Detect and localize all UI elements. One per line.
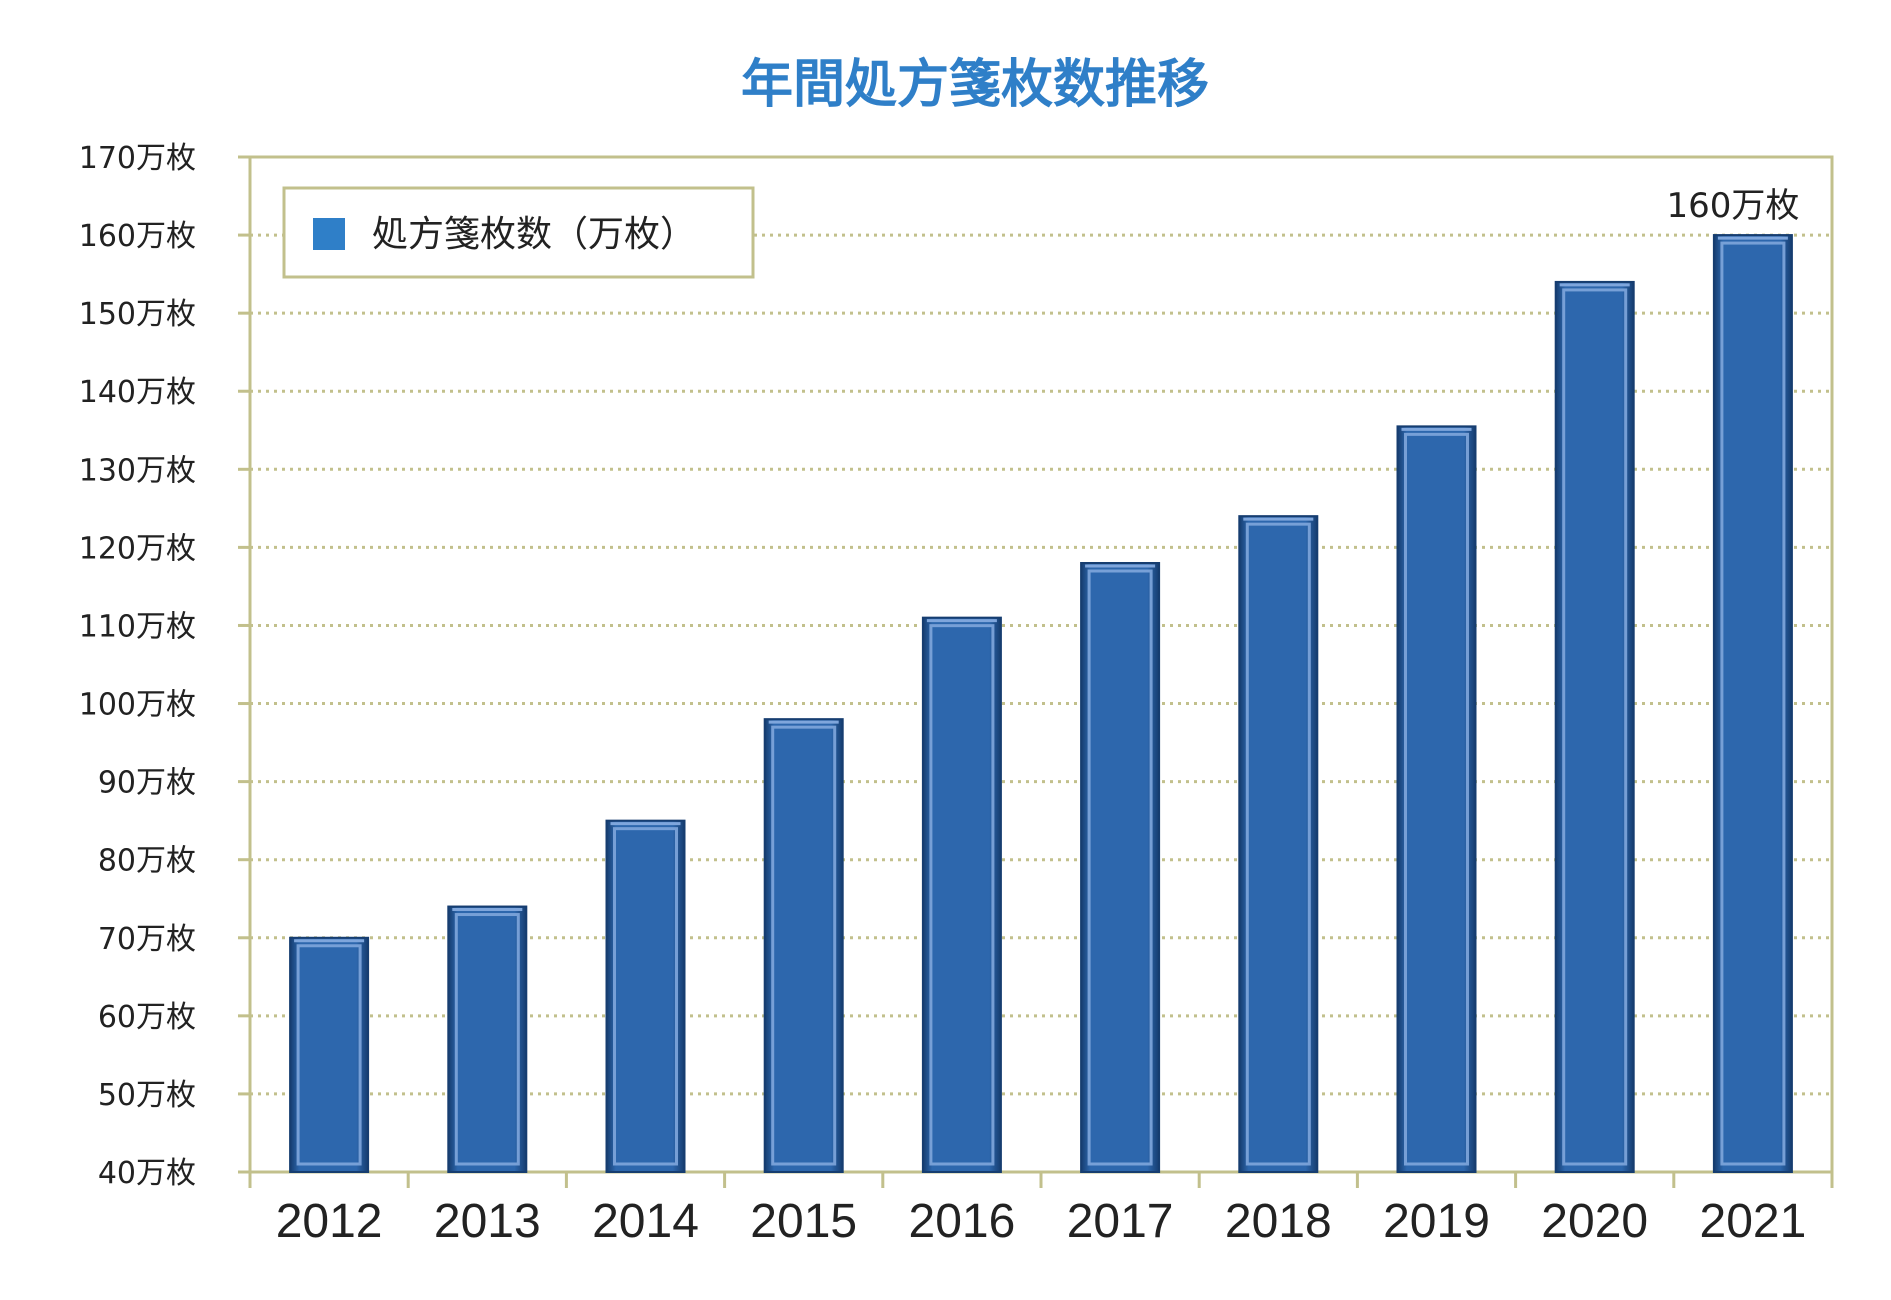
bar	[1554, 280, 1635, 1173]
legend-swatch	[313, 218, 345, 250]
legend-box	[282, 186, 755, 279]
x-tick-label: 2021	[1700, 1195, 1807, 1248]
bar	[763, 718, 844, 1174]
bar-bevel	[929, 624, 995, 1166]
y-axis: 170万枚 160万枚 150万枚 140万枚 130万枚 120万枚 110万枚 100万枚…	[79, 141, 250, 1191]
bar-bevel	[1087, 569, 1153, 1166]
y-tick-label: 90万枚	[98, 766, 196, 801]
y-tick-label: 170万枚	[79, 141, 196, 176]
data-labels: 160万枚	[1666, 186, 1799, 226]
x-tick-label: 2019	[1383, 1195, 1490, 1248]
x-tick-label: 2014	[592, 1195, 699, 1248]
y-tick-label: 130万枚	[79, 453, 196, 488]
y-tick-label: 160万枚	[79, 219, 196, 254]
bar-bevel	[454, 913, 520, 1166]
chart-title: 年間処方箋枚数推移	[741, 55, 1209, 115]
bars	[289, 234, 1793, 1174]
bar	[1396, 425, 1477, 1174]
y-tick-label: 50万枚	[98, 1078, 196, 1113]
bar-2013	[447, 905, 528, 1173]
bar	[447, 905, 528, 1173]
bar	[289, 936, 370, 1173]
x-tick-label: 2012	[276, 1195, 383, 1248]
bar-bevel	[613, 827, 678, 1166]
bar	[605, 819, 686, 1174]
x-axis: 2012 2013 2014 2015 2016 2017 2018 2019 2020 2021	[248, 1172, 1834, 1248]
legend: 処方箋枚数（万枚）	[282, 186, 755, 279]
y-tick-label: 140万枚	[79, 375, 196, 410]
x-tick-label: 2018	[1225, 1195, 1332, 1248]
bar-bevel	[1562, 288, 1628, 1166]
bar-2017	[1080, 562, 1161, 1173]
x-tick-label: 2016	[909, 1195, 1016, 1248]
bar-bevel	[1245, 522, 1311, 1166]
x-tick-label: 2013	[434, 1195, 541, 1248]
legend-label: 処方箋枚数（万枚）	[372, 214, 696, 255]
bar-2021	[1712, 234, 1793, 1174]
y-tick-label: 70万枚	[98, 922, 196, 957]
y-tick-label: 40万枚	[98, 1156, 196, 1191]
y-tick-label: 80万枚	[98, 844, 196, 879]
bar-2014	[605, 819, 686, 1174]
bar-bevel	[1404, 432, 1469, 1166]
y-tick-label: 150万枚	[79, 297, 196, 332]
bar-bevel	[1720, 241, 1786, 1166]
y-tick-label: 60万枚	[98, 1000, 196, 1035]
bar-2012	[289, 936, 370, 1173]
bar-2016	[921, 616, 1002, 1173]
bar	[921, 616, 1002, 1173]
bar-bevel	[771, 725, 837, 1166]
y-tick-label: 100万枚	[79, 688, 196, 723]
x-tick-label: 2015	[750, 1195, 857, 1248]
bar-2018	[1238, 515, 1319, 1173]
bar-2020	[1554, 280, 1635, 1173]
y-tick-label: 120万枚	[79, 531, 196, 566]
data-label: 160万枚	[1666, 186, 1799, 226]
x-tick-label: 2017	[1067, 1195, 1174, 1248]
x-tick-label: 2020	[1541, 1195, 1648, 1248]
bar	[1712, 234, 1793, 1174]
bar	[1080, 562, 1161, 1173]
bar	[1238, 515, 1319, 1173]
y-tick-label: 110万枚	[79, 609, 196, 644]
bar-bevel	[296, 944, 362, 1166]
bar-2019	[1396, 425, 1477, 1174]
bar-2015	[763, 718, 844, 1174]
